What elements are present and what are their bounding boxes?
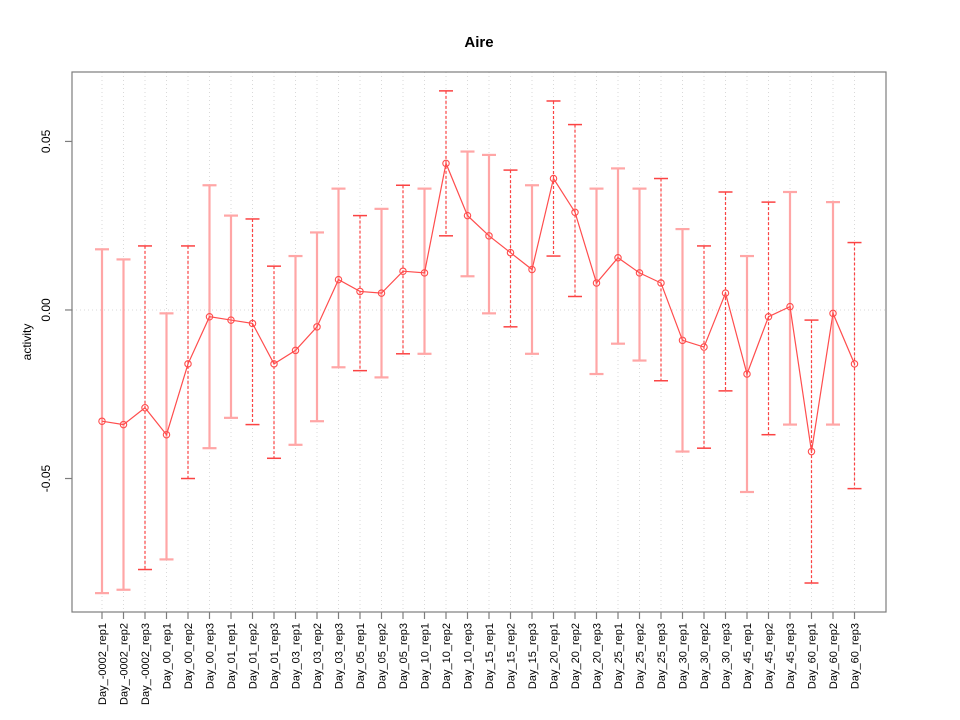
svg-text:Day_-0002_rep3: Day_-0002_rep3 (140, 623, 152, 705)
svg-text:Day_00_rep3: Day_00_rep3 (205, 623, 217, 689)
svg-text:Day_05_rep2: Day_05_rep2 (377, 623, 389, 689)
x-axis: Day_-0002_rep1 Day_-0002_rep2 Day_-0002_re… (97, 612, 862, 705)
svg-text:Day_10_rep3: Day_10_rep3 (463, 623, 475, 689)
svg-text:Day_03_rep3: Day_03_rep3 (334, 623, 346, 689)
svg-text:Day_01_rep3: Day_01_rep3 (269, 623, 281, 689)
svg-text:Day_45_rep3: Day_45_rep3 (785, 623, 797, 689)
svg-text:Day_00_rep2: Day_00_rep2 (183, 623, 195, 689)
svg-text:Day_05_rep3: Day_05_rep3 (398, 623, 410, 689)
svg-text:Day_01_rep1: Day_01_rep1 (226, 623, 238, 689)
svg-text:Day_25_rep3: Day_25_rep3 (656, 623, 668, 689)
svg-text:Day_15_rep3: Day_15_rep3 (527, 623, 539, 689)
svg-text:Day_60_rep2: Day_60_rep2 (828, 623, 840, 689)
data-point-markers (98, 159, 859, 456)
svg-text:Day_30_rep1: Day_30_rep1 (678, 623, 690, 689)
svg-text:-0.05: -0.05 (39, 465, 53, 493)
svg-text:0.05: 0.05 (39, 129, 53, 153)
svg-text:0.00: 0.00 (39, 298, 53, 322)
svg-text:Day_20_rep3: Day_20_rep3 (592, 623, 604, 689)
svg-text:Day_30_rep2: Day_30_rep2 (699, 623, 711, 689)
svg-text:Day_00_rep1: Day_00_rep1 (162, 623, 174, 689)
svg-text:Day_10_rep1: Day_10_rep1 (420, 623, 432, 689)
gridlines (72, 72, 886, 612)
svg-text:Day_30_rep3: Day_30_rep3 (721, 623, 733, 689)
svg-text:Day_15_rep1: Day_15_rep1 (484, 623, 496, 689)
svg-text:Day_03_rep2: Day_03_rep2 (312, 623, 324, 689)
svg-text:Day_15_rep2: Day_15_rep2 (506, 623, 518, 689)
chart-title: Aire (464, 34, 494, 51)
svg-text:Day_20_rep2: Day_20_rep2 (570, 623, 582, 689)
svg-text:Day_-0002_rep1: Day_-0002_rep1 (97, 623, 109, 705)
y-axis: -0.05 0.00 0.05 (39, 129, 72, 492)
svg-text:Day_03_rep1: Day_03_rep1 (291, 623, 303, 689)
svg-text:Day_20_rep1: Day_20_rep1 (549, 623, 561, 689)
svg-text:Day_25_rep2: Day_25_rep2 (635, 623, 647, 689)
svg-text:Day_60_rep1: Day_60_rep1 (807, 623, 819, 689)
series-line (101, 161, 856, 452)
svg-text:Day_-0002_rep2: Day_-0002_rep2 (119, 623, 131, 705)
plot-box (71, 71, 887, 613)
svg-text:Day_45_rep1: Day_45_rep1 (742, 623, 754, 689)
svg-text:Day_25_rep1: Day_25_rep1 (613, 623, 625, 689)
svg-text:Day_05_rep1: Day_05_rep1 (355, 623, 367, 689)
error-bars (95, 90, 862, 595)
svg-text:Day_60_rep3: Day_60_rep3 (850, 623, 862, 689)
svg-text:Day_10_rep2: Day_10_rep2 (441, 623, 453, 689)
svg-text:Day_01_rep2: Day_01_rep2 (248, 623, 260, 689)
svg-text:Day_45_rep2: Day_45_rep2 (764, 623, 776, 689)
